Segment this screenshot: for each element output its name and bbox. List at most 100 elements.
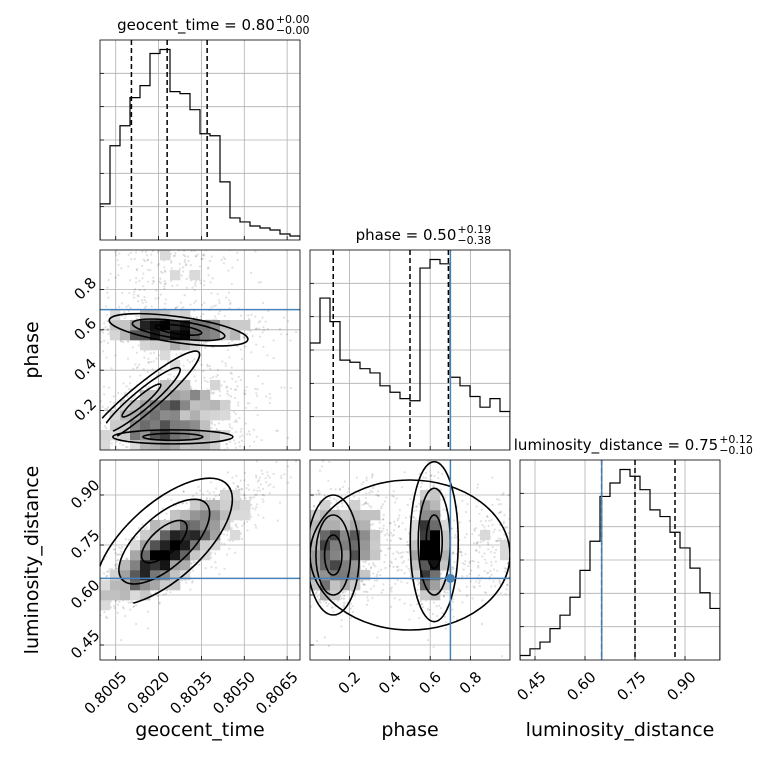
sample-point [244, 422, 247, 425]
sample-point [126, 339, 130, 342]
sample-point [109, 272, 112, 275]
sample-point [115, 254, 118, 257]
sample-point [242, 335, 246, 338]
density-cell [160, 430, 171, 441]
sample-point [124, 391, 127, 394]
sample-point [126, 558, 129, 561]
sample-point [90, 430, 92, 432]
sample-point [122, 382, 125, 385]
sample-point [103, 322, 106, 325]
density-cell [210, 410, 221, 421]
sample-point [257, 486, 260, 489]
sample-point [56, 331, 58, 333]
sample-point [256, 489, 259, 493]
sample-point [203, 254, 206, 257]
sample-point [202, 253, 205, 256]
sample-point [249, 515, 253, 518]
sample-point [204, 567, 207, 570]
sample-point [106, 319, 109, 323]
density-cell [110, 320, 121, 331]
density-cell [120, 320, 131, 331]
sample-point [210, 556, 213, 559]
sample-point [97, 433, 99, 435]
sample-point [230, 372, 233, 375]
sample-point [124, 314, 128, 317]
sample-point [204, 379, 207, 382]
sample-point [56, 608, 58, 610]
sample-point [106, 329, 110, 332]
sample-point [216, 374, 219, 377]
sample-point [261, 301, 265, 304]
hist-panel-geocent_time [100, 40, 300, 240]
sample-point [155, 387, 159, 390]
density-cell [140, 340, 151, 351]
sample-point [102, 385, 106, 388]
sample-point [210, 551, 213, 554]
sample-point [118, 252, 121, 255]
sample-point [163, 287, 166, 290]
density-cell [150, 430, 161, 441]
sample-point [133, 288, 137, 291]
sample-point [247, 317, 250, 321]
sample-point [112, 401, 115, 404]
sample-point [132, 367, 135, 371]
sample-point [218, 390, 222, 393]
sample-point [146, 280, 150, 283]
sample-point [189, 385, 193, 388]
sample-point [94, 445, 96, 447]
sample-point [222, 533, 226, 536]
sample-point [191, 286, 194, 289]
sample-point [117, 553, 120, 556]
sample-point [97, 645, 99, 647]
sample-point [142, 258, 145, 261]
sample-point [158, 280, 161, 283]
sample-point [95, 439, 97, 441]
sample-point [200, 257, 203, 260]
sample-point [209, 481, 212, 484]
sample-point [87, 433, 89, 435]
sample-point [210, 391, 213, 394]
sample-point [250, 313, 253, 316]
sample-point [82, 349, 84, 351]
density-cell [150, 310, 161, 321]
sample-point [214, 566, 218, 569]
sample-point [137, 315, 140, 318]
sample-point [194, 254, 197, 258]
sample-point [245, 487, 248, 490]
sample-point [122, 607, 125, 610]
sample-point [114, 354, 117, 357]
sample-point [227, 269, 230, 272]
sample-point [208, 497, 212, 500]
sample-point [289, 452, 291, 454]
density-cell [170, 360, 181, 371]
sample-point [143, 527, 146, 530]
sample-point [107, 332, 110, 336]
sample-point [68, 655, 70, 657]
sample-point [255, 392, 258, 395]
sample-point [209, 367, 212, 370]
sample-point [178, 262, 181, 266]
sample-point [191, 569, 194, 572]
sample-point [152, 351, 156, 354]
sample-point [206, 363, 209, 366]
sample-point [234, 442, 237, 445]
sample-point [135, 604, 138, 607]
sample-point [143, 260, 147, 263]
sample-point [259, 476, 262, 479]
sample-point [184, 264, 187, 267]
sample-point [262, 325, 265, 329]
sample-point [241, 434, 244, 437]
sample-point [252, 428, 255, 431]
sample-point [268, 492, 271, 495]
sample-point [182, 490, 185, 493]
sample-point [234, 412, 238, 416]
sample-point [118, 600, 121, 603]
sample-point [283, 316, 286, 319]
sample-point [276, 429, 279, 432]
sample-point [106, 616, 109, 620]
sample-point [96, 596, 98, 598]
sample-point [231, 476, 234, 479]
density-cell [170, 400, 181, 411]
sample-point [138, 363, 141, 366]
sample-point [102, 350, 105, 353]
